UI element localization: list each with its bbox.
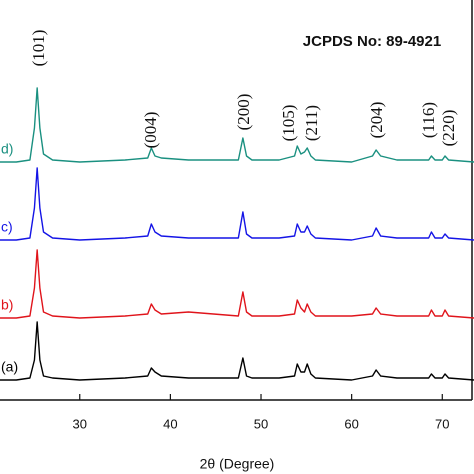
peak-label: (200)	[234, 94, 253, 131]
x-tick-label: 70	[435, 416, 449, 431]
peak-label: (204)	[367, 102, 386, 139]
peak-label: (116)	[419, 102, 438, 138]
legend-label: d)	[1, 141, 13, 157]
peak-label: (211)	[302, 105, 321, 141]
peak-label: (220)	[439, 110, 458, 147]
x-tick-label: 40	[163, 416, 177, 431]
legend-label: b)	[1, 297, 13, 313]
legend-label: c)	[1, 219, 13, 235]
peak-label: (105)	[279, 105, 298, 142]
peak-label: (004)	[141, 112, 160, 149]
x-tick-label: 60	[344, 416, 358, 431]
x-tick-label: 50	[254, 416, 268, 431]
x-tick-label: 30	[73, 416, 87, 431]
peak-label: (101)	[29, 30, 48, 67]
data-line	[0, 321, 474, 381]
data-line	[0, 87, 474, 163]
data-line	[0, 167, 474, 241]
data-line	[0, 249, 474, 319]
chart-title: JCPDS No: 89-4921	[303, 33, 441, 50]
legend-label: (a)	[1, 359, 18, 375]
x-axis-label: 2θ (Degree)	[200, 456, 275, 472]
